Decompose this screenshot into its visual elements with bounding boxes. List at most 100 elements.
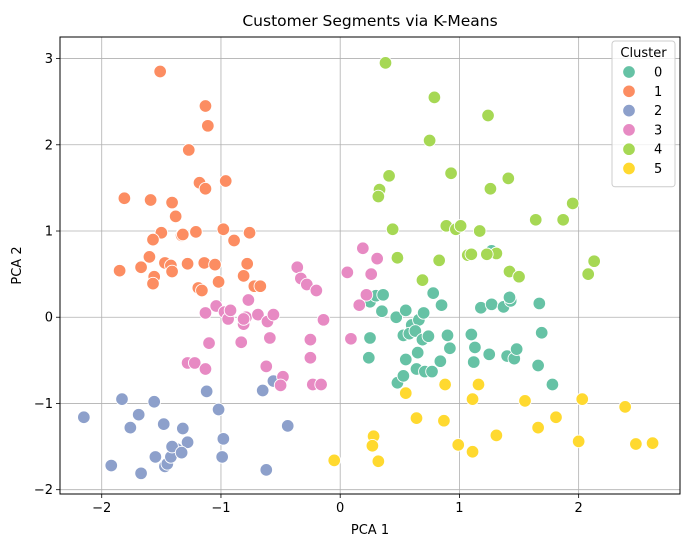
data-point-cluster-2	[211, 402, 226, 417]
y-tick-label: 1	[45, 225, 53, 240]
legend-label: 0	[654, 66, 662, 81]
data-point-cluster-0	[410, 345, 425, 360]
data-point-cluster-1	[180, 257, 195, 271]
data-point-cluster-3	[259, 359, 274, 374]
legend-label: 4	[654, 143, 662, 158]
data-point-cluster-5	[399, 386, 413, 400]
legend-marker	[622, 103, 636, 118]
data-point-cluster-1	[146, 276, 160, 291]
data-point-cluster-0	[484, 297, 499, 312]
data-point-cluster-4	[528, 213, 543, 227]
data-point-cluster-2	[215, 450, 229, 464]
data-point-cluster-5	[489, 428, 504, 443]
y-tick-label: 0	[45, 311, 53, 326]
data-point-cluster-3	[316, 313, 331, 327]
y-tick-label: −2	[34, 483, 53, 498]
data-point-cluster-0	[482, 347, 496, 362]
data-point-cluster-5	[465, 444, 480, 459]
data-point-cluster-5	[371, 454, 386, 468]
data-point-cluster-4	[453, 219, 468, 233]
data-point-cluster-5	[618, 400, 632, 414]
data-point-cluster-5	[571, 434, 586, 449]
data-point-cluster-3	[370, 251, 384, 266]
data-point-cluster-0	[376, 288, 390, 302]
data-point-cluster-0	[362, 351, 376, 365]
data-point-cluster-1	[168, 209, 183, 224]
data-point-cluster-0	[363, 331, 377, 345]
data-point-cluster-4	[427, 90, 442, 105]
data-point-cluster-3	[364, 267, 378, 281]
data-point-cluster-2	[176, 421, 190, 436]
data-point-cluster-4	[481, 108, 495, 123]
data-point-cluster-3	[236, 312, 251, 326]
data-point-cluster-1	[253, 279, 268, 293]
data-point-cluster-1	[143, 193, 158, 207]
x-tick-label: −2	[92, 501, 111, 516]
data-point-cluster-1	[236, 269, 251, 283]
data-point-cluster-0	[433, 354, 448, 368]
data-point-cluster-5	[645, 436, 660, 450]
data-point-cluster-0	[399, 352, 413, 367]
data-point-cluster-3	[300, 277, 314, 292]
data-point-cluster-0	[416, 306, 431, 320]
data-point-cluster-2	[199, 384, 214, 399]
data-point-cluster-3	[309, 283, 324, 298]
data-point-cluster-1	[211, 275, 226, 289]
data-point-cluster-3	[356, 241, 370, 256]
data-point-cluster-3	[273, 378, 288, 393]
data-point-cluster-2	[165, 439, 179, 454]
data-point-cluster-5	[365, 438, 380, 453]
data-point-cluster-1	[134, 260, 148, 274]
y-axis-ticks: −2 −1 0 1 2 3	[34, 52, 60, 498]
data-point-cluster-1	[195, 283, 209, 298]
data-point-cluster-0	[502, 290, 517, 305]
data-point-cluster-2	[123, 420, 138, 435]
data-point-cluster-2	[216, 432, 231, 446]
data-point-cluster-3	[352, 298, 367, 312]
data-point-cluster-4	[390, 250, 405, 265]
data-point-cluster-1	[112, 263, 127, 278]
data-point-cluster-0	[466, 355, 481, 369]
data-point-cluster-5	[438, 377, 452, 392]
data-point-cluster-5	[327, 453, 341, 468]
data-point-cluster-2	[115, 392, 129, 406]
data-point-cluster-0	[545, 377, 560, 392]
data-point-cluster-3	[340, 265, 355, 280]
data-point-cluster-3	[303, 351, 318, 365]
data-point-cluster-1	[198, 182, 213, 196]
data-point-cluster-2	[259, 463, 274, 477]
data-point-cluster-5	[575, 392, 589, 406]
data-point-cluster-0	[389, 310, 403, 324]
data-point-cluster-1	[165, 195, 179, 210]
data-point-cluster-3	[290, 260, 305, 274]
chart-title: Customer Segments via K-Means	[242, 12, 497, 30]
y-tick-label: −1	[34, 397, 53, 412]
legend-marker	[622, 161, 636, 176]
data-point-cluster-4	[378, 56, 393, 70]
data-point-cluster-1	[117, 191, 132, 205]
data-point-cluster-1	[176, 227, 190, 242]
plot-frame	[59, 36, 681, 495]
x-axis-ticks: −2 −1 0 1 2	[92, 494, 583, 516]
data-point-cluster-2	[280, 419, 295, 433]
data-point-cluster-3	[234, 335, 248, 349]
data-point-cluster-4	[501, 171, 516, 186]
x-tick-label: 0	[336, 501, 344, 516]
legend-marker	[622, 142, 636, 156]
data-point-cluster-4	[512, 269, 526, 284]
x-tick-label: 1	[455, 501, 463, 516]
data-point-cluster-3	[266, 307, 281, 322]
data-point-cluster-4	[464, 247, 479, 262]
data-point-cluster-4	[587, 254, 601, 268]
y-tick-label: 2	[45, 138, 53, 153]
data-point-cluster-2	[77, 410, 91, 425]
legend-marker	[622, 65, 636, 79]
data-point-cluster-1	[227, 233, 241, 248]
legend-label: 1	[654, 85, 662, 100]
y-tick-label: 3	[45, 52, 53, 67]
data-point-cluster-4	[581, 267, 595, 281]
data-point-cluster-1	[142, 250, 157, 264]
data-point-cluster-5	[471, 377, 486, 392]
data-point-cluster-0	[425, 364, 439, 379]
